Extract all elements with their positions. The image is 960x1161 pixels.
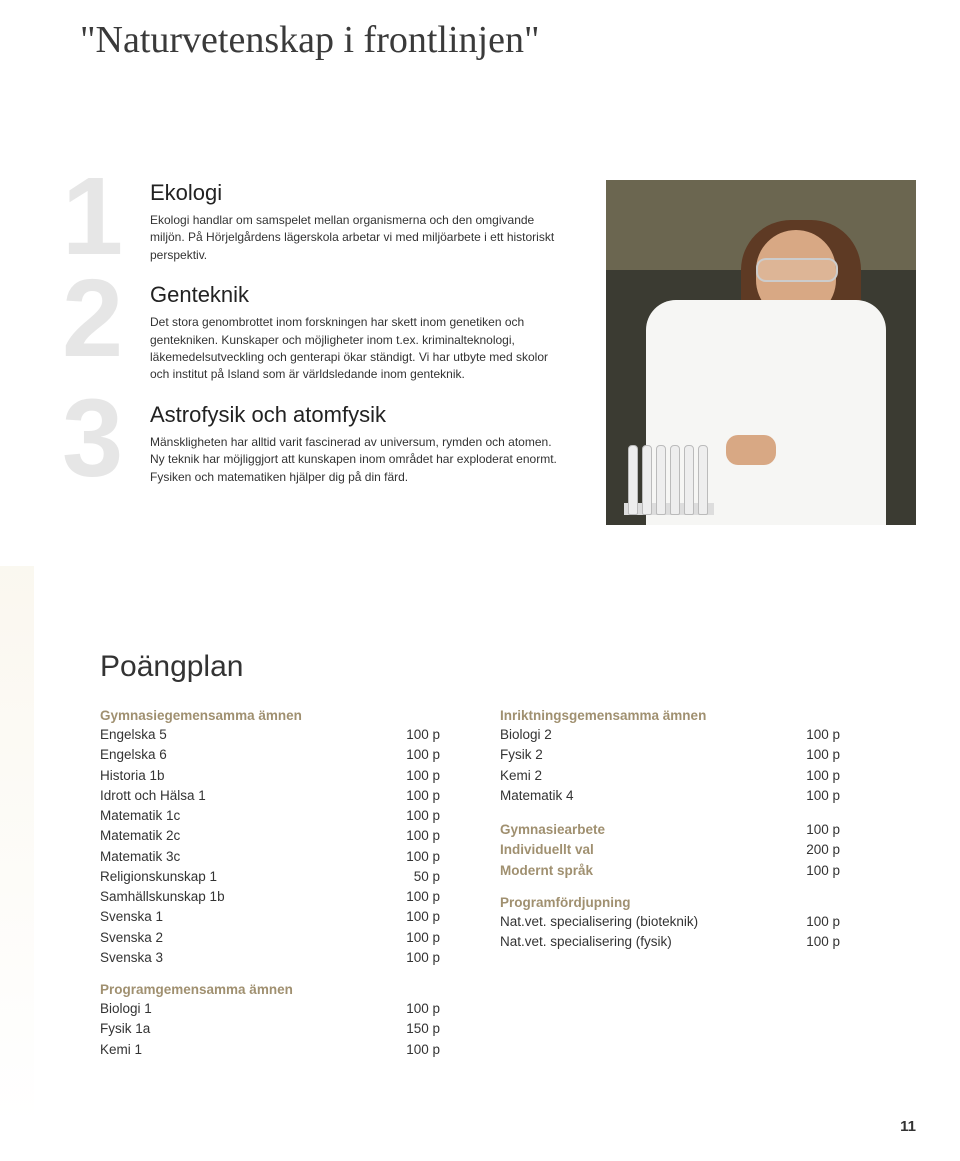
side-gradient (0, 566, 34, 1126)
plan-section-head: Gymnasiegemensamma ämnen (100, 708, 440, 723)
plan-row-label: Svenska 3 (100, 948, 380, 968)
plan-row-label: Nat.vet. specialisering (fysik) (500, 932, 780, 952)
plan-row-label: Religionskunskap 1 (100, 867, 380, 887)
plan-row: Kemi 1100 p (100, 1040, 440, 1060)
plan-column-left: Gymnasiegemensamma ämnenEngelska 5100 pE… (100, 708, 440, 1060)
plan-row-points: 100 p (380, 847, 440, 867)
plan-row: Fysik 2100 p (500, 745, 840, 765)
plan-row-points: 100 p (380, 786, 440, 806)
plan-row-label: Biologi 1 (100, 999, 380, 1019)
plan-row-label: Idrott och Hälsa 1 (100, 786, 380, 806)
plan-row-points: 100 p (780, 861, 840, 881)
plan-row-label: Fysik 2 (500, 745, 780, 765)
plan-row-points: 200 p (780, 840, 840, 860)
plan-row: Individuellt val200 p (500, 840, 840, 860)
plan-row: Nat.vet. specialisering (fysik)100 p (500, 932, 840, 952)
plan-row-label: Kemi 1 (100, 1040, 380, 1060)
plan-row-points: 150 p (380, 1019, 440, 1039)
plan-row-points: 100 p (780, 745, 840, 765)
profile-number: 1 (62, 162, 123, 272)
plan-row: Samhällskunskap 1b100 p (100, 887, 440, 907)
plan-row-label: Historia 1b (100, 766, 380, 786)
profile-body: Det stora genombrottet inom forskningen … (150, 314, 560, 384)
plan-row: Matematik 1c100 p (100, 806, 440, 826)
plan-row: Matematik 3c100 p (100, 847, 440, 867)
page-number: 11 (900, 1118, 916, 1135)
plan-row-label: Matematik 1c (100, 806, 380, 826)
plan-row: Kemi 2100 p (500, 766, 840, 786)
plan-row: Historia 1b100 p (100, 766, 440, 786)
plan-row: Svenska 2100 p (100, 928, 440, 948)
plan-row: Fysik 1a150 p (100, 1019, 440, 1039)
points-plan: Poängplan Gymnasiegemensamma ämnen Engels… (100, 650, 880, 1060)
profile-body: Ekologi handlar om samspelet mellan orga… (150, 212, 560, 264)
plan-row-points: 100 p (780, 932, 840, 952)
plan-row-label: Fysik 1a (100, 1019, 380, 1039)
plan-row-points: 100 p (380, 948, 440, 968)
plan-row-points: 100 p (380, 928, 440, 948)
profile-body: Mänskligheten har alltid varit fascinera… (150, 434, 560, 486)
headline-quote: "Naturvetenskap i frontlinjen" (80, 18, 539, 62)
profile-title: Genteknik (150, 282, 560, 308)
profile-title: Ekologi (150, 180, 560, 206)
profile-block-3: 3 Astrofysik och atomfysik Mänskligheten… (80, 402, 560, 486)
plan-row-label: Gymnasiearbete (500, 820, 780, 840)
plan-row-label: Samhällskunskap 1b (100, 887, 380, 907)
plan-row-points: 100 p (380, 999, 440, 1019)
plan-row-points: 100 p (380, 766, 440, 786)
plan-row-points: 100 p (780, 766, 840, 786)
plan-row: Modernt språk100 p (500, 861, 840, 881)
profile-block-1: 1 Ekologi Ekologi handlar om samspelet m… (80, 180, 560, 264)
plan-row-points: 100 p (780, 912, 840, 932)
plan-column-right: Inriktningsgemensamma ämnenBiologi 2100 … (500, 708, 840, 1060)
plan-row-points: 100 p (780, 786, 840, 806)
profile-number: 3 (62, 384, 123, 494)
plan-row: Gymnasiearbete100 p (500, 820, 840, 840)
plan-row-points: 100 p (380, 826, 440, 846)
plan-section-head: Inriktningsgemensamma ämnen (500, 708, 840, 723)
plan-row-label: Biologi 2 (500, 725, 780, 745)
plan-section-head: Programfördjupning (500, 895, 840, 910)
plan-row-points: 100 p (380, 725, 440, 745)
plan-row: Biologi 1100 p (100, 999, 440, 1019)
plan-spacer (500, 806, 840, 820)
plan-row-label: Matematik 3c (100, 847, 380, 867)
plan-row-points: 100 p (780, 820, 840, 840)
plan-row: Engelska 5100 p (100, 725, 440, 745)
plan-row-points: 100 p (380, 907, 440, 927)
plan-row-points: 100 p (380, 1040, 440, 1060)
plan-section-head: Programgemensamma ämnen (100, 982, 440, 997)
plan-row-points: 100 p (380, 745, 440, 765)
plan-row-label: Nat.vet. specialisering (bioteknik) (500, 912, 780, 932)
plan-row: Biologi 2100 p (500, 725, 840, 745)
plan-row: Matematik 4100 p (500, 786, 840, 806)
plan-row-points: 100 p (780, 725, 840, 745)
profiles-column: 1 Ekologi Ekologi handlar om samspelet m… (80, 180, 560, 504)
plan-row-label: Modernt språk (500, 861, 780, 881)
plan-row-label: Individuellt val (500, 840, 780, 860)
plan-row: Idrott och Hälsa 1100 p (100, 786, 440, 806)
plan-row-label: Svenska 2 (100, 928, 380, 948)
plan-row: Matematik 2c100 p (100, 826, 440, 846)
plan-row: Religionskunskap 150 p (100, 867, 440, 887)
plan-row: Engelska 6100 p (100, 745, 440, 765)
plan-row: Svenska 3100 p (100, 948, 440, 968)
plan-row-label: Kemi 2 (500, 766, 780, 786)
plan-row-label: Engelska 6 (100, 745, 380, 765)
plan-row-label: Matematik 4 (500, 786, 780, 806)
plan-row-points: 100 p (380, 887, 440, 907)
plan-row-label: Engelska 5 (100, 725, 380, 745)
plan-row-label: Svenska 1 (100, 907, 380, 927)
plan-row: Svenska 1100 p (100, 907, 440, 927)
lab-photo (606, 180, 916, 525)
plan-row-points: 50 p (380, 867, 440, 887)
plan-row-points: 100 p (380, 806, 440, 826)
plan-row: Nat.vet. specialisering (bioteknik)100 p (500, 912, 840, 932)
profile-block-2: 2 Genteknik Det stora genombrottet inom … (80, 282, 560, 384)
plan-title: Poängplan (100, 650, 880, 684)
profile-number: 2 (62, 264, 123, 374)
profile-title: Astrofysik och atomfysik (150, 402, 560, 428)
plan-row-label: Matematik 2c (100, 826, 380, 846)
